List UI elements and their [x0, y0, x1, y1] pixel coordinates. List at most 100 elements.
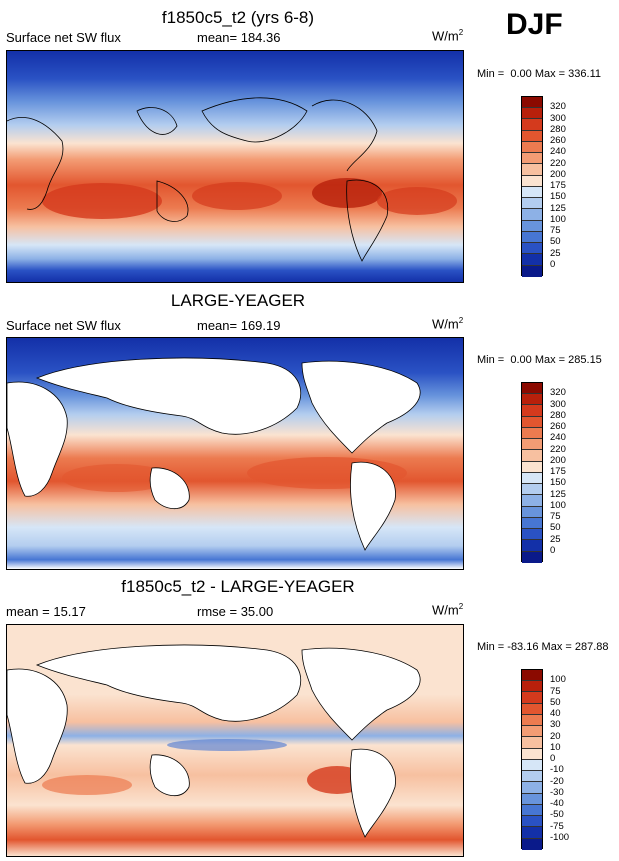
colorbar-tick-label: 75 [550, 685, 561, 697]
colorbar-segment [522, 394, 542, 406]
colorbar-segment [522, 472, 542, 485]
colorbar-tick-label: 175 [550, 180, 566, 191]
colorbar-tick-label: 25 [550, 533, 561, 545]
panel-3-colorbar-ticks: 100 75 50 40 30 20 10 0 -10 -20 -30 -40 -50 -75 -100 [550, 669, 590, 849]
panel-1-colorbar [521, 96, 543, 277]
colorbar-tick-label: 0 [550, 544, 556, 556]
colorbar-tick-label: -20 [550, 775, 564, 787]
colorbar-tick-label: 125 [550, 202, 566, 214]
panel-3-map [6, 624, 464, 857]
colorbar-segment [522, 793, 542, 805]
colorbar-segment [522, 175, 542, 187]
colorbar-segment [522, 231, 542, 244]
colorbar-tick-label: 10 [550, 741, 561, 753]
panel-2-title: LARGE-YEAGER [170, 291, 306, 310]
colorbar-tick-label: 240 [550, 432, 566, 444]
colorbar-segment [522, 141, 542, 154]
panel-1-minmax: Min = 0.00 Max = 336.11 [477, 68, 601, 80]
panel-1-title: f1850c5_t2 (yrs 6-8) [161, 8, 315, 27]
colorbar-segment [522, 816, 542, 828]
colorbar-tick-label: 150 [550, 191, 566, 203]
panel-1-units: W/m2 [432, 28, 464, 44]
colorbar-tick-label: 50 [550, 236, 561, 248]
colorbar-segment [522, 461, 542, 473]
panel-3-minmax: Min = -83.16 Max = 287.88 [477, 641, 609, 653]
colorbar-segment [522, 737, 542, 749]
colorbar-segment [522, 220, 542, 232]
panel-1-colorbar-ticks: 320 300 280 260 240 220 200 175 150 125 100 75 50 25 0 [550, 96, 590, 276]
colorbar-tick-label: 260 [550, 421, 566, 432]
panel-1-variable-label: Surface net SW flux [6, 30, 121, 45]
colorbar-tick-label: 220 [550, 443, 566, 455]
colorbar-tick-label: -75 [550, 820, 564, 832]
colorbar-tick-label: -40 [550, 798, 564, 809]
colorbar-segment [522, 484, 542, 496]
colorbar-segment [522, 726, 542, 738]
colorbar-segment [522, 450, 542, 462]
season-label: DJF [506, 8, 563, 41]
colorbar-segment [522, 254, 542, 266]
colorbar-segment [522, 748, 542, 760]
colorbar-segment [522, 506, 542, 518]
panel-3-colorbar [521, 669, 543, 850]
colorbar-segment [522, 119, 542, 131]
colorbar-segment [522, 670, 542, 682]
colorbar-segment [522, 108, 542, 120]
panel-2-map [6, 337, 464, 570]
panel-3-mean-label: mean = 15.17 [6, 604, 86, 619]
colorbar-segment [522, 517, 542, 530]
colorbar-tick-label: 220 [550, 157, 566, 169]
colorbar-segment [522, 529, 542, 541]
colorbar-tick-label: 320 [550, 387, 566, 399]
colorbar-segment [522, 782, 542, 794]
panel-2-mean-label: mean= 169.19 [197, 318, 281, 333]
colorbar-tick-label: -100 [550, 831, 570, 843]
colorbar-tick-label: 200 [550, 454, 566, 466]
colorbar-tick-label: 50 [550, 696, 561, 708]
colorbar-segment [522, 495, 542, 507]
colorbar-tick-label: 280 [550, 123, 566, 135]
colorbar-tick-label: -10 [550, 764, 564, 776]
colorbar-tick-label: -50 [550, 809, 564, 821]
colorbar-tick-label: 30 [550, 719, 561, 731]
colorbar-segment [522, 265, 542, 277]
panel-2-map-field [7, 338, 463, 569]
panel-3-title: f1850c5_t2 - LARGE-YEAGER [121, 577, 355, 596]
colorbar-tick-label: 200 [550, 168, 566, 180]
colorbar-segment [522, 681, 542, 693]
colorbar-tick-label: 175 [550, 466, 566, 477]
colorbar-segment [522, 427, 542, 440]
panel-3-units: W/m2 [432, 602, 464, 618]
panel-1-map [6, 50, 464, 283]
colorbar-tick-label: 150 [550, 477, 566, 489]
colorbar-tick-label: 240 [550, 146, 566, 158]
colorbar-segment [522, 416, 542, 428]
panel-2-units: W/m2 [432, 316, 464, 332]
colorbar-segment [522, 703, 542, 715]
colorbar-segment [522, 771, 542, 783]
colorbar-segment [522, 714, 542, 727]
colorbar-segment [522, 97, 542, 109]
colorbar-tick-label: 0 [550, 258, 556, 270]
colorbar-segment [522, 383, 542, 395]
colorbar-segment [522, 692, 542, 704]
panel-1-map-field [7, 51, 463, 282]
colorbar-tick-label: 100 [550, 674, 566, 686]
colorbar-tick-label: 75 [550, 225, 561, 236]
colorbar-segment [522, 186, 542, 199]
panel-2-colorbar [521, 382, 543, 563]
colorbar-segment [522, 551, 542, 563]
colorbar-tick-label: 100 [550, 213, 566, 225]
colorbar-tick-label: 280 [550, 409, 566, 421]
colorbar-segment [522, 759, 542, 772]
panel-1-mean-label: mean= 184.36 [197, 30, 281, 45]
colorbar-segment [522, 164, 542, 176]
panel-2-variable-label: Surface net SW flux [6, 318, 121, 333]
colorbar-tick-label: 50 [550, 522, 561, 534]
colorbar-tick-label: 20 [550, 730, 561, 742]
colorbar-tick-label: 100 [550, 499, 566, 511]
colorbar-segment [522, 405, 542, 417]
colorbar-tick-label: -30 [550, 786, 564, 798]
colorbar-segment [522, 209, 542, 221]
colorbar-tick-label: 40 [550, 708, 561, 719]
